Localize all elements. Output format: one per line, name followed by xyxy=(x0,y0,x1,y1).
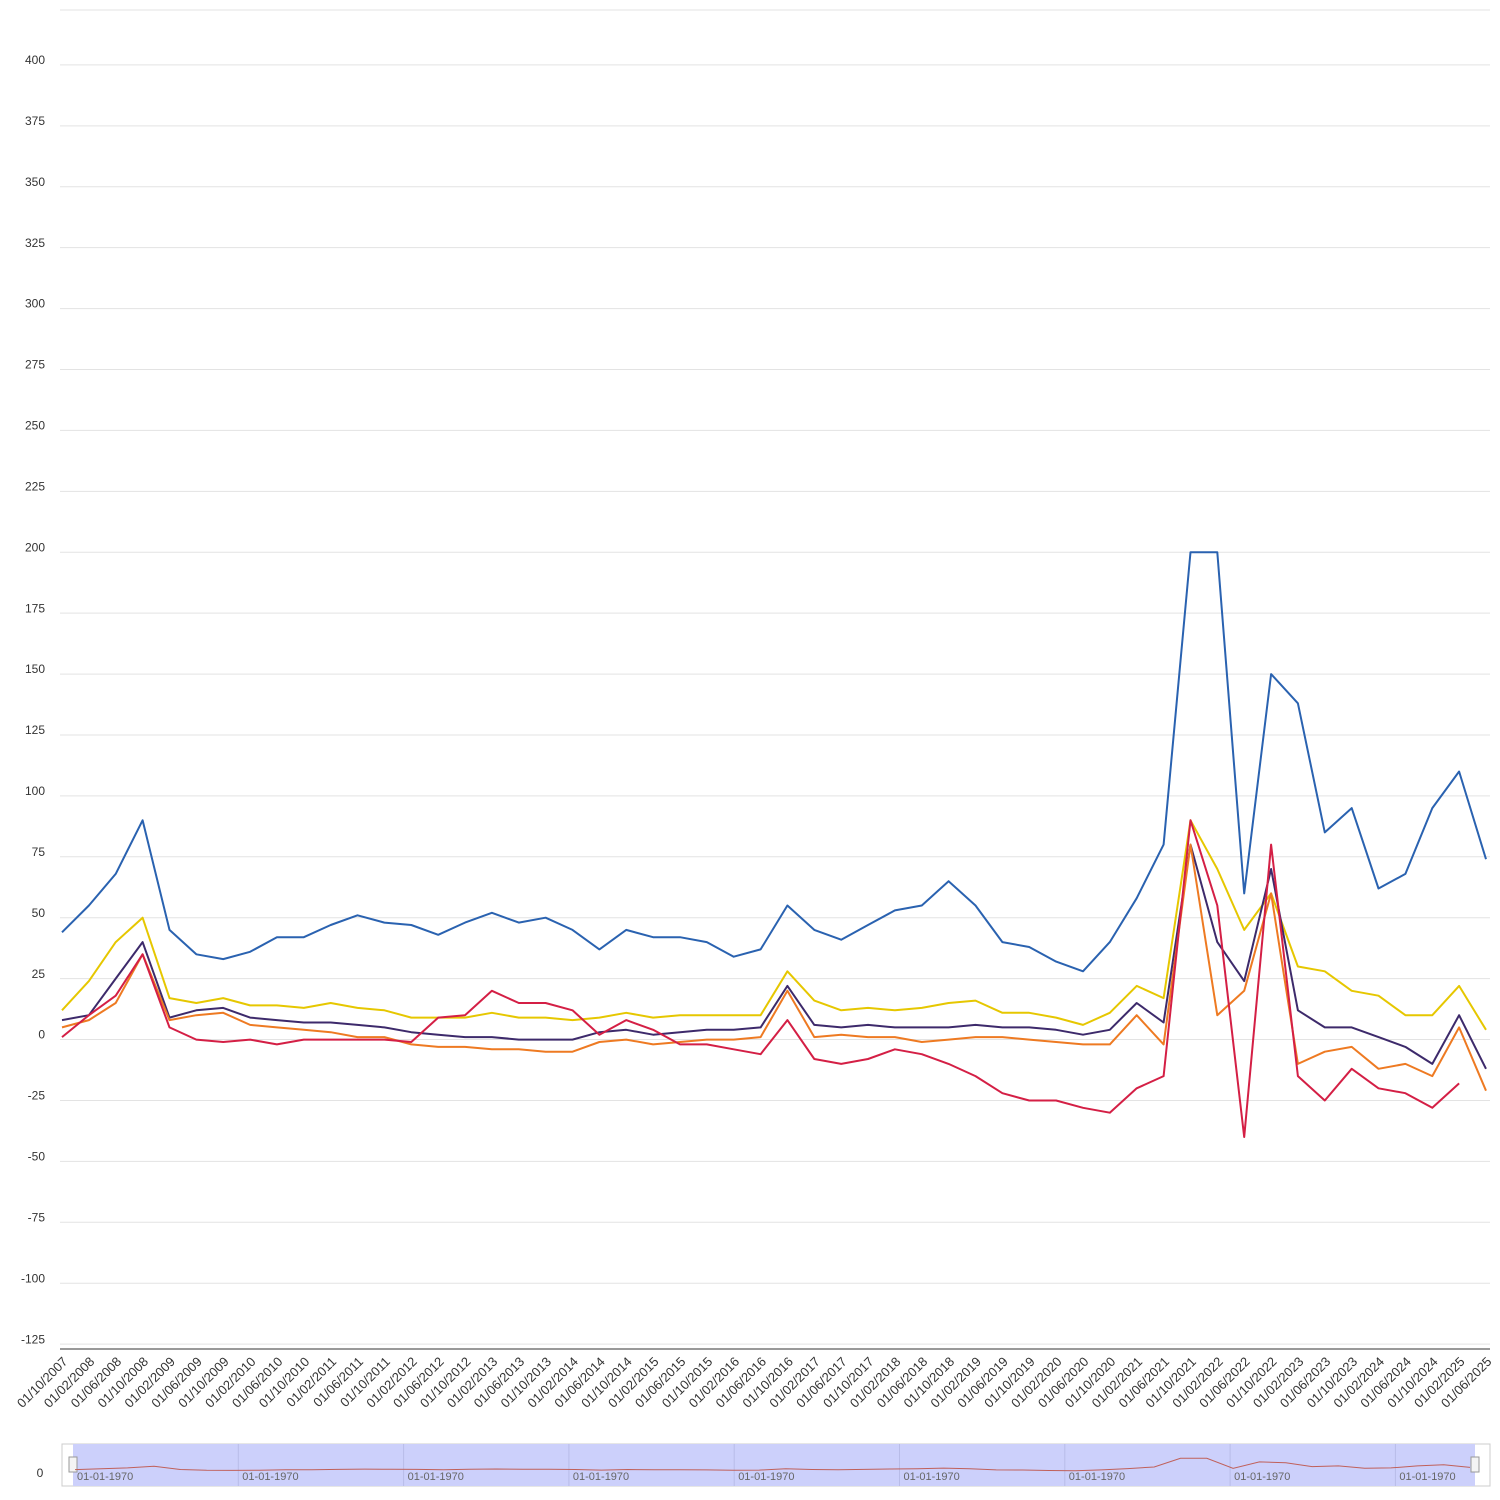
navigator-selection[interactable] xyxy=(73,1444,1475,1486)
y-tick-label: 150 xyxy=(25,662,45,676)
y-tick-label: 300 xyxy=(25,297,45,311)
series-line xyxy=(61,551,1487,973)
navigator-date-label: 01-01-1970 xyxy=(77,1471,133,1483)
y-tick-label: -50 xyxy=(28,1150,46,1164)
y-tick-label: -75 xyxy=(28,1210,46,1224)
y-tick-label: 275 xyxy=(25,358,45,372)
y-tick-label: 75 xyxy=(32,845,46,859)
y-tick-label: 325 xyxy=(25,236,45,250)
y-tick-label: -25 xyxy=(28,1089,46,1103)
series-line xyxy=(61,819,1460,1138)
navigator-y-label: 0 xyxy=(37,1466,44,1480)
y-tick-label: 200 xyxy=(25,540,45,554)
navigator-handle-right[interactable] xyxy=(1470,1456,1480,1473)
y-tick-label: 350 xyxy=(25,175,45,189)
series-line xyxy=(61,843,1487,1070)
lines xyxy=(61,551,1487,1138)
y-tick-label: 175 xyxy=(25,601,45,615)
y-tick-label: -100 xyxy=(21,1271,45,1285)
y-tick-label: -125 xyxy=(21,1332,45,1346)
y-tick-label: 225 xyxy=(25,479,45,493)
y-tick-label: 25 xyxy=(32,967,46,981)
series-line xyxy=(61,843,1487,1092)
y-tick-label: 250 xyxy=(25,419,45,433)
navigator-date-label: 01-01-1970 xyxy=(1069,1471,1125,1483)
navigator-date-label: 01-01-1970 xyxy=(1399,1471,1455,1483)
navigator-date-label: 01-01-1970 xyxy=(573,1471,629,1483)
navigator-handle-left[interactable] xyxy=(68,1456,78,1473)
navigator-date-label: 01-01-1970 xyxy=(242,1471,298,1483)
y-tick-label: 100 xyxy=(25,784,45,798)
series-line xyxy=(61,819,1487,1031)
y-tick-label: 375 xyxy=(25,114,45,128)
navigator-date-label: 01-01-1970 xyxy=(408,1471,464,1483)
y-tick-label: 125 xyxy=(25,723,45,737)
navigator: 0 01-01-1970 01-01-1970 01-01-1970 01-01-19… xyxy=(37,1443,1491,1487)
navigator-date-label: 01-01-1970 xyxy=(904,1471,960,1483)
y-tick-label: 0 xyxy=(38,1028,45,1042)
navigator-date-label: 01-01-1970 xyxy=(738,1471,794,1483)
navigator-date-label: 01-01-1970 xyxy=(1234,1471,1290,1483)
y-tick-label: 400 xyxy=(25,53,45,67)
grid: -125 -100 -75 -50 -25 0 25 50 75 100 125 150 175 200 2… xyxy=(21,53,1490,1346)
navigator-line xyxy=(74,1457,1471,1472)
x-labels: 01/10/200701/02/200801/06/200801/10/2008… xyxy=(14,1354,1495,1411)
y-tick-label: 50 xyxy=(32,906,46,920)
